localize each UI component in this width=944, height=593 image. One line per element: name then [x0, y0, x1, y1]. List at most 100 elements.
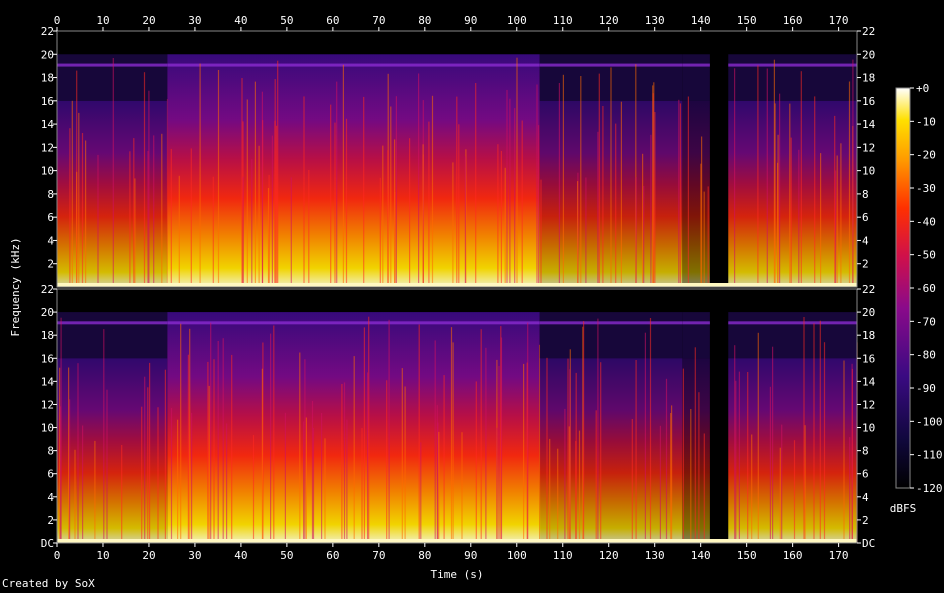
transient-streak — [144, 376, 146, 543]
transient-streak — [431, 95, 434, 287]
transient-streak — [191, 412, 193, 543]
transient-streak — [267, 188, 270, 287]
y-tick-label-left: 6 — [47, 211, 54, 224]
y-tick-label-left: 22 — [41, 283, 54, 296]
transient-streak — [178, 175, 180, 287]
transient-streak — [498, 365, 500, 543]
transient-streak — [475, 381, 477, 543]
transient-streak — [840, 143, 842, 287]
transient-streak — [213, 359, 215, 543]
transient-streak — [170, 148, 172, 287]
spectrum-segment — [167, 312, 540, 543]
x-tick-label-top: 120 — [599, 14, 619, 27]
y-tick-label-right: 12 — [862, 141, 875, 154]
transient-streak — [71, 100, 73, 287]
y-tick-label-right: 4 — [862, 234, 869, 247]
transient-streak — [334, 122, 336, 287]
transient-streak — [274, 79, 276, 287]
transient-streak — [835, 170, 837, 287]
transient-streak — [210, 322, 212, 543]
x-tick-label-top: 70 — [372, 14, 385, 27]
transient-streak — [321, 413, 323, 543]
tone-line — [167, 63, 540, 67]
transient-streak — [843, 360, 845, 543]
transient-streak — [78, 112, 80, 288]
transient-streak — [694, 347, 696, 543]
y-tick-label-right: 20 — [862, 48, 875, 61]
x-tick-label-bottom: 90 — [464, 549, 477, 562]
tone-line — [682, 63, 710, 67]
transient-streak — [598, 73, 600, 287]
spectrum-segment — [539, 358, 683, 543]
tone-line — [167, 321, 540, 325]
transient-streak — [644, 332, 646, 543]
transient-streak — [773, 59, 775, 288]
transient-streak — [649, 318, 652, 543]
transient-streak — [246, 99, 248, 287]
transient-streak — [395, 96, 397, 287]
transient-streak — [698, 392, 700, 543]
colorbar: +0 -10 -20 -30 -40 -50 -60 -70 -80 -90 -100 -110 -12… — [890, 82, 943, 515]
transient-streak — [388, 319, 390, 543]
y-tick-label-right: 10 — [862, 422, 875, 435]
transient-streak — [387, 150, 389, 287]
colorbar-tick-label: -60 — [916, 282, 936, 295]
transient-streak — [190, 148, 192, 287]
x-tick-label-top: 20 — [142, 14, 155, 27]
transient-streak — [687, 96, 689, 287]
transient-streak — [386, 380, 388, 543]
transient-streak — [635, 360, 637, 543]
transient-streak — [652, 85, 654, 288]
y-tick-label-left: 2 — [47, 514, 54, 527]
transient-streak — [199, 63, 201, 287]
transient-streak — [74, 449, 76, 543]
transient-streak — [59, 406, 62, 543]
transient-streak — [798, 149, 800, 287]
transient-streak — [363, 327, 365, 543]
transient-streak — [133, 138, 135, 287]
x-tick-label-bottom: 110 — [553, 549, 573, 562]
transient-streak — [284, 412, 286, 543]
transient-streak — [148, 90, 150, 287]
transient-streak — [820, 153, 822, 287]
y-tick-label-right: 14 — [862, 375, 876, 388]
transient-streak — [500, 337, 503, 543]
transient-streak — [277, 60, 279, 288]
transient-streak — [781, 424, 783, 543]
transient-streak — [772, 346, 774, 543]
transient-streak — [707, 186, 709, 287]
transient-streak — [401, 368, 403, 543]
transient-streak — [602, 106, 604, 287]
transient-streak — [635, 177, 637, 287]
x-tick-label-top: 100 — [507, 14, 527, 27]
transient-streak — [516, 57, 518, 288]
y-tick-label-left: 16 — [41, 352, 54, 365]
transient-streak — [226, 423, 228, 543]
transient-streak — [187, 354, 189, 543]
y-tick-label-right: 14 — [862, 118, 876, 131]
x-tick-label-top: 50 — [280, 14, 293, 27]
transient-streak — [849, 437, 851, 543]
transient-streak — [734, 68, 736, 287]
y-tick-label-left: 4 — [47, 491, 54, 504]
transient-streak — [567, 358, 569, 543]
transient-streak — [103, 329, 105, 543]
transient-streak — [523, 363, 525, 543]
transient-streak — [757, 65, 759, 287]
transient-streak — [311, 401, 314, 543]
transient-streak — [363, 96, 365, 288]
x-tick-label-bottom: 130 — [645, 549, 665, 562]
x-tick-label-bottom: 30 — [188, 549, 201, 562]
colorbar-tick-label: -20 — [916, 149, 936, 162]
transient-streak — [766, 68, 768, 287]
transient-streak — [652, 93, 654, 287]
transient-streak — [141, 406, 143, 543]
transient-streak — [147, 387, 149, 543]
transient-streak — [212, 176, 214, 287]
transient-streak — [143, 72, 146, 287]
colorbar-tick-label: -100 — [916, 415, 943, 428]
y-tick-label-left: 20 — [41, 306, 54, 319]
plot-frame — [56, 288, 858, 544]
x-tick-label-bottom: 70 — [372, 549, 385, 562]
transient-streak — [69, 128, 71, 287]
